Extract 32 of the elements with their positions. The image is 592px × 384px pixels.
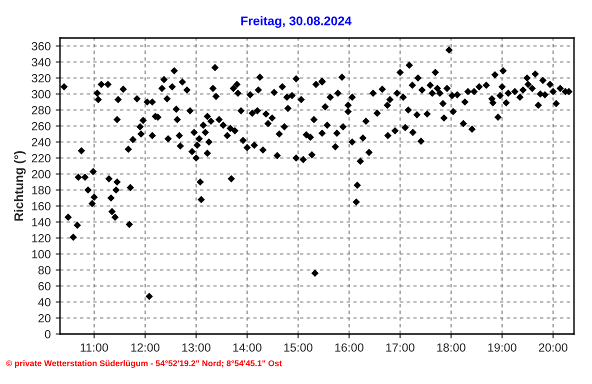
y-tick-label: 180 (32, 186, 51, 194)
y-tick-label: 40 (38, 298, 51, 306)
y-tick-label: 280 (32, 106, 51, 114)
x-tick-label: 16:00 (335, 343, 364, 352)
y-tick-label: 80 (38, 266, 51, 274)
x-tick-label: 12:00 (131, 343, 160, 352)
x-tick-label: 11:00 (80, 343, 108, 352)
x-tick-label: 15:00 (284, 343, 312, 352)
x-tick-label: 13:00 (182, 343, 210, 352)
y-tick-label: 360 (32, 42, 51, 50)
x-tick-label: 18:00 (437, 343, 466, 352)
y-tick-label: 160 (32, 202, 51, 210)
y-tick-label: 0 (44, 330, 51, 338)
x-tick-label: 19:00 (488, 343, 516, 352)
y-tick-label: 60 (38, 282, 51, 290)
text: © private Wetterstation Süderlügum - 54°52'19.2" Nord; 8°54'45.1" Ost (6, 360, 282, 368)
y-tick-label: 260 (32, 122, 51, 130)
x-tick-label: 14:00 (233, 343, 262, 352)
y-tick-label: 240 (32, 138, 51, 146)
y-tick-label: 320 (32, 74, 51, 82)
y-tick-label: 120 (32, 234, 51, 242)
y-tick-label: 340 (32, 58, 51, 66)
x-tick-label: 20:00 (538, 343, 568, 352)
x-tick-label: 17:00 (386, 343, 414, 352)
y-axis-title: Richtung (°) (14, 151, 26, 221)
y-tick-label: 140 (32, 218, 51, 226)
y-tick-label: 220 (32, 154, 51, 162)
y-tick-label: 100 (32, 250, 51, 258)
chart-title: Freitag, 30.08.2024 (241, 16, 352, 28)
y-tick-label: 300 (32, 90, 51, 98)
y-tick-label: 200 (32, 170, 51, 178)
y-tick-label: 20 (38, 314, 51, 322)
